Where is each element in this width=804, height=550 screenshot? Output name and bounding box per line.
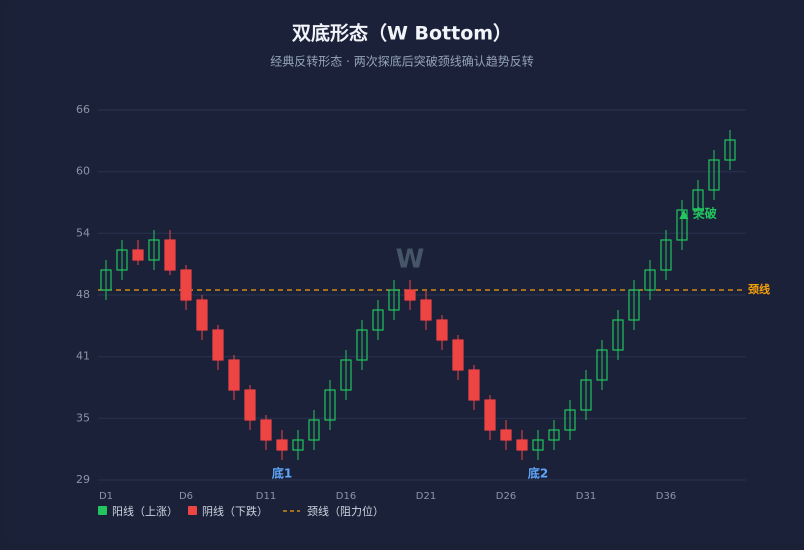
x-tick-label: D11: [256, 491, 276, 502]
x-tick-label: D26: [496, 491, 516, 502]
candle-body: [244, 389, 256, 421]
legend-swatch: [98, 506, 107, 515]
candle-body: [532, 439, 544, 451]
candle-body: [388, 289, 400, 311]
y-tick-label: 35: [76, 411, 90, 424]
y-tick-label: 48: [76, 288, 90, 301]
candle-body: [356, 329, 368, 361]
candle-body: [148, 239, 160, 261]
y-tick-label: 60: [76, 165, 90, 178]
legend-label: 阴线（下跌）: [202, 504, 268, 518]
candle-body: [660, 239, 672, 271]
candle-body: [116, 249, 128, 271]
legend-label: 阳线（上涨）: [112, 504, 178, 518]
annotation: 底2: [528, 466, 548, 481]
candle-body: [484, 399, 496, 431]
candle-body: [676, 209, 688, 241]
candle-body: [548, 429, 560, 441]
candle-body: [292, 439, 304, 451]
y-tick-label: 54: [76, 226, 90, 239]
candle-body: [468, 369, 480, 401]
candle-body: [212, 329, 224, 361]
candle-body: [516, 439, 528, 451]
y-tick-label: 41: [76, 350, 90, 363]
chart-title: 双底形态（W Bottom）: [292, 22, 512, 45]
candle-body: [596, 349, 608, 381]
x-tick-label: D6: [179, 491, 193, 502]
candle-body: [340, 359, 352, 391]
candle-body: [196, 299, 208, 331]
y-tick-label: 29: [76, 473, 90, 486]
candle-body: [644, 269, 656, 291]
candle-body: [436, 319, 448, 341]
candle-body: [100, 269, 112, 291]
candle-body: [564, 409, 576, 431]
candle-body: [308, 419, 320, 441]
neckline-label: 颈线: [748, 282, 770, 296]
candle-body: [580, 379, 592, 411]
candle-body: [164, 239, 176, 271]
x-tick-label: D16: [336, 491, 356, 502]
annotation: W: [396, 245, 425, 275]
candle-body: [260, 419, 272, 441]
candle-body: [708, 159, 720, 191]
y-tick-label: 66: [76, 103, 90, 116]
annotation: 底1: [272, 466, 292, 481]
candle-body: [276, 439, 288, 451]
candle-body: [452, 339, 464, 371]
annotation: ▲ 突破: [679, 206, 716, 221]
candle-body: [724, 139, 736, 161]
x-tick-label: D36: [656, 491, 676, 502]
candle-body: [612, 319, 624, 351]
candle-body: [132, 249, 144, 261]
candle-body: [420, 299, 432, 321]
x-tick-label: D1: [99, 491, 113, 502]
x-tick-label: D21: [416, 491, 436, 502]
legend-swatch: [188, 506, 197, 515]
chart-subtitle: 经典反转形态 · 两次探底后突破颈线确认趋势反转: [270, 54, 533, 69]
candle-body: [372, 309, 384, 331]
candle-body: [692, 189, 704, 211]
candle-body: [404, 289, 416, 301]
legend-label: 颈线（阻力位）: [307, 504, 384, 518]
candle-body: [500, 429, 512, 441]
x-tick-label: D31: [576, 491, 596, 502]
panel: [6, 0, 804, 544]
candle-body: [324, 389, 336, 421]
candle-body: [228, 359, 240, 391]
candle-body: [628, 289, 640, 321]
candle-body: [180, 269, 192, 301]
